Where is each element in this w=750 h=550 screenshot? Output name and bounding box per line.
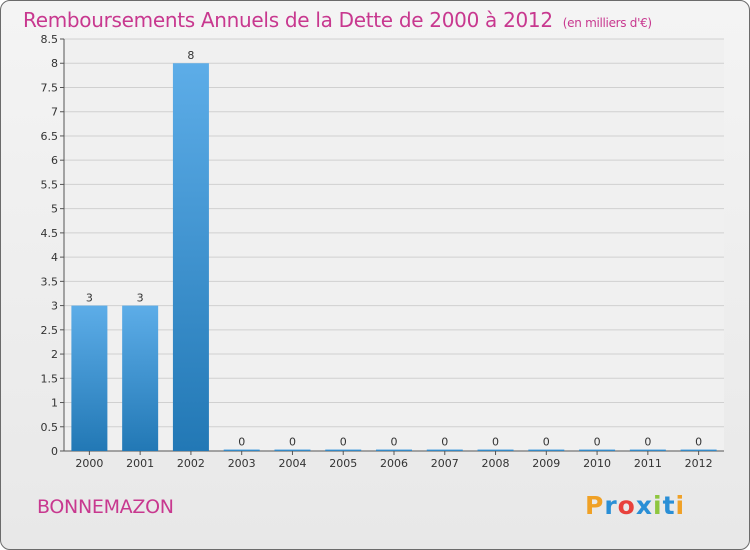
data-label: 8 — [187, 49, 194, 62]
y-tick-label: 6.5 — [41, 130, 59, 143]
y-tick-label: 3.5 — [41, 275, 59, 288]
y-tick-label: 1.5 — [41, 372, 59, 385]
bar — [579, 449, 616, 451]
data-label: 0 — [340, 436, 347, 449]
data-label: 0 — [238, 436, 245, 449]
data-label: 3 — [137, 292, 144, 305]
y-tick-label: 0 — [51, 445, 58, 458]
y-tick-label: 0.5 — [41, 421, 59, 434]
bar — [172, 63, 209, 452]
x-tick-label: 2005 — [329, 457, 357, 470]
bar — [122, 305, 159, 451]
bar — [376, 449, 412, 451]
y-tick-label: 8 — [51, 57, 58, 70]
bar — [477, 449, 514, 451]
y-tick-label: 4.5 — [41, 227, 59, 240]
chart-title: Remboursements Annuels de la Dette de 20… — [23, 8, 652, 32]
y-tick-label: 7.5 — [41, 81, 59, 94]
logo-letter: t — [662, 491, 676, 520]
chart-unit: (en milliers d'€) — [562, 16, 652, 30]
y-tick-label: 2 — [51, 348, 58, 361]
bar — [629, 449, 666, 451]
x-tick-label: 2011 — [634, 457, 662, 470]
proxiti-logo: Proxiti — [585, 491, 685, 520]
y-tick-label: 5.5 — [41, 178, 59, 191]
x-tick-label: 2010 — [583, 457, 611, 470]
logo-letter: x — [635, 491, 653, 520]
data-label: 0 — [644, 436, 651, 449]
y-tick-label: 5 — [51, 203, 58, 216]
y-tick-label: 6 — [51, 154, 58, 167]
x-tick-label: 2000 — [75, 457, 103, 470]
bar — [680, 449, 717, 451]
plot-area — [64, 39, 724, 451]
x-tick-label: 2004 — [278, 457, 306, 470]
logo-letter: r — [604, 491, 618, 520]
x-tick-label: 2008 — [482, 457, 510, 470]
data-label: 0 — [492, 436, 499, 449]
x-tick-label: 2003 — [228, 457, 256, 470]
bar — [274, 449, 311, 451]
data-label: 0 — [289, 436, 296, 449]
bar — [528, 449, 565, 451]
logo-letter: i — [675, 491, 686, 520]
bar — [325, 449, 362, 451]
logo-letter: i — [653, 491, 663, 520]
y-tick-label: 8.5 — [41, 33, 59, 46]
data-label: 0 — [441, 436, 448, 449]
x-tick-label: 2007 — [431, 457, 459, 470]
logo-letter: P — [585, 491, 605, 520]
bar — [71, 305, 108, 451]
x-tick-label: 2012 — [685, 457, 713, 470]
y-tick-label: 1 — [51, 397, 58, 410]
logo-letter: o — [617, 491, 636, 520]
y-tick-label: 4 — [51, 251, 58, 264]
x-tick-label: 2009 — [532, 457, 560, 470]
commune-name: BONNEMAZON — [37, 496, 174, 518]
bar — [426, 449, 463, 451]
x-tick-label: 2006 — [380, 457, 408, 470]
x-tick-label: 2001 — [126, 457, 154, 470]
bar — [223, 449, 260, 451]
data-label: 0 — [594, 436, 601, 449]
data-label: 0 — [695, 436, 702, 449]
data-label: 0 — [543, 436, 550, 449]
y-tick-label: 3 — [51, 300, 58, 313]
data-label: 0 — [391, 436, 398, 449]
chart-title-text: Remboursements Annuels de la Dette de 20… — [23, 8, 553, 32]
data-label: 3 — [86, 292, 93, 305]
y-tick-label: 7 — [51, 106, 58, 119]
y-tick-label: 2.5 — [41, 324, 59, 337]
x-tick-label: 2002 — [177, 457, 205, 470]
